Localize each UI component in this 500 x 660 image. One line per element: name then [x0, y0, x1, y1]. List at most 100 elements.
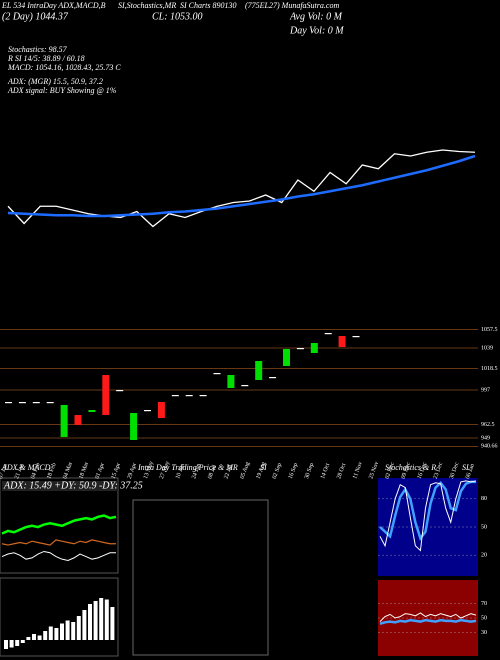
- macd-bar: [37, 635, 42, 640]
- x-tick-label: 18 Feb: [46, 462, 57, 480]
- macd-bar: [26, 637, 31, 640]
- macd-bar: [99, 598, 104, 640]
- candle: [130, 413, 138, 440]
- macd-bar: [65, 620, 70, 640]
- candle: [5, 402, 12, 404]
- y-tick-label: 1039: [481, 345, 493, 351]
- x-tick-label: 09 Dec: [401, 461, 413, 479]
- candle: [74, 415, 82, 425]
- panel-title: ADX & MACD: [1, 463, 51, 472]
- adx-label-bg: [2, 481, 118, 491]
- macd-bar: [104, 599, 109, 640]
- x-tick-label: 06 Jan: [465, 463, 476, 480]
- candle: [199, 395, 207, 397]
- candle: [296, 348, 304, 350]
- candle: [255, 361, 263, 380]
- y-tick-label: 50: [481, 615, 487, 621]
- x-tick-label: 08 Jul: [207, 464, 218, 480]
- candle: [88, 410, 96, 412]
- x-tick-label: 25 Nov: [368, 461, 380, 480]
- adx-adx: [1, 550, 116, 561]
- stoch-signal: [379, 480, 476, 541]
- macd-bar: [43, 631, 48, 640]
- y-tick-label: 70: [481, 601, 487, 607]
- x-tick-label: 01 Apr: [95, 462, 106, 480]
- macd-bar: [32, 634, 36, 640]
- close-line: [7, 149, 476, 228]
- panel-title: SI: [462, 463, 469, 472]
- day2: (2 Day) 1044.37: [2, 11, 69, 22]
- x-tick-label: 28 Oct: [336, 462, 347, 480]
- adx-plus_di: [1, 514, 117, 535]
- x-tick-label: 04 Mar: [62, 461, 74, 479]
- macd-bar: [48, 626, 53, 640]
- candle: [227, 375, 235, 388]
- indicator: ADX: (MGR) 15.5, 50.9, 37.2: [7, 77, 103, 86]
- candle: [324, 333, 332, 335]
- adx-label: ADX: 15.49 +DY: 50.9 -DY: 37.25: [3, 480, 143, 491]
- indicator: MACD: 1054.16, 1028.43, 25.73 C: [7, 63, 121, 72]
- stoch-values: [379, 480, 477, 552]
- macd-bar: [60, 623, 64, 640]
- macd-bar: [54, 628, 59, 640]
- candle: [157, 402, 165, 418]
- y-tick-label: 949: [481, 435, 490, 441]
- indicator: R SI 14/5: 38.89 / 60.18: [7, 54, 85, 63]
- candle: [116, 390, 124, 392]
- x-tick-label: 19 Aug: [256, 461, 268, 480]
- header-line: EL 534 IntraDay ADX,MACD,B: [1, 1, 106, 10]
- x-tick-label: 21 Jan: [14, 463, 25, 480]
- x-tick-label: 27 May: [159, 460, 171, 479]
- header-line: SI,Stochastics,MR: [118, 1, 176, 10]
- x-tick-label: 18 Mar: [79, 461, 91, 479]
- x-tick-label: 29 Apr: [127, 462, 138, 480]
- macd-bar: [82, 610, 87, 640]
- y-tick-label: 997: [481, 387, 490, 393]
- candle: [338, 336, 346, 347]
- panel-title: Intra Day Trading Price & MR: [137, 463, 238, 472]
- macd-bar: [93, 601, 98, 640]
- rsi-values: [379, 612, 477, 622]
- candle: [269, 377, 277, 379]
- candle: [241, 385, 249, 387]
- macd-bar: [20, 640, 25, 643]
- x-tick-label: 16 Sep: [288, 462, 299, 480]
- header-line: SI Charts 890130: [180, 1, 236, 10]
- y-tick-label: 80: [481, 496, 487, 502]
- macd-bar: [110, 607, 115, 640]
- macd-bar: [9, 640, 14, 648]
- y-tick-label: 962.5: [481, 422, 495, 428]
- indicator: Stochastics: 98.57: [8, 45, 68, 54]
- candle: [171, 395, 179, 397]
- x-tick-label: 04 Feb: [30, 462, 41, 480]
- y-tick-label: 30: [481, 630, 487, 636]
- candle: [102, 375, 110, 415]
- x-tick-label: 05 Aug: [240, 461, 252, 480]
- x-tick-label: 16 Dec: [417, 461, 429, 479]
- adx-minus_di: [1, 539, 116, 546]
- x-tick-label: 10 Jun: [175, 463, 186, 480]
- macd-bar: [76, 616, 81, 640]
- macd-bar: [4, 640, 8, 649]
- intraday-panel: [132, 499, 269, 656]
- y-tick-label: 1018.5: [481, 366, 498, 372]
- panel-title: Stochastics & R: [385, 463, 436, 472]
- x-tick-label: 22 Jul: [223, 464, 234, 480]
- close: CL: 1053.00: [152, 11, 203, 22]
- candle: [185, 395, 193, 397]
- x-tick-label: 02 Dec: [384, 461, 396, 479]
- candle: [352, 336, 360, 338]
- candle: [310, 343, 318, 353]
- candle: [46, 402, 54, 404]
- x-tick-label: 23 Dec: [433, 461, 445, 479]
- header-line: (775EL27) MunafaSutra.com: [245, 1, 339, 10]
- x-tick-label: 13 May: [143, 460, 155, 479]
- panel-title: SI: [260, 463, 267, 472]
- y-tick-label: 50: [481, 524, 487, 530]
- candle: [32, 402, 40, 404]
- y-tick-label: 1057.5: [481, 327, 498, 333]
- y-tick-label: 20: [481, 553, 487, 559]
- x-tick-label: 15 Apr: [111, 462, 122, 480]
- macd-bar: [71, 622, 76, 640]
